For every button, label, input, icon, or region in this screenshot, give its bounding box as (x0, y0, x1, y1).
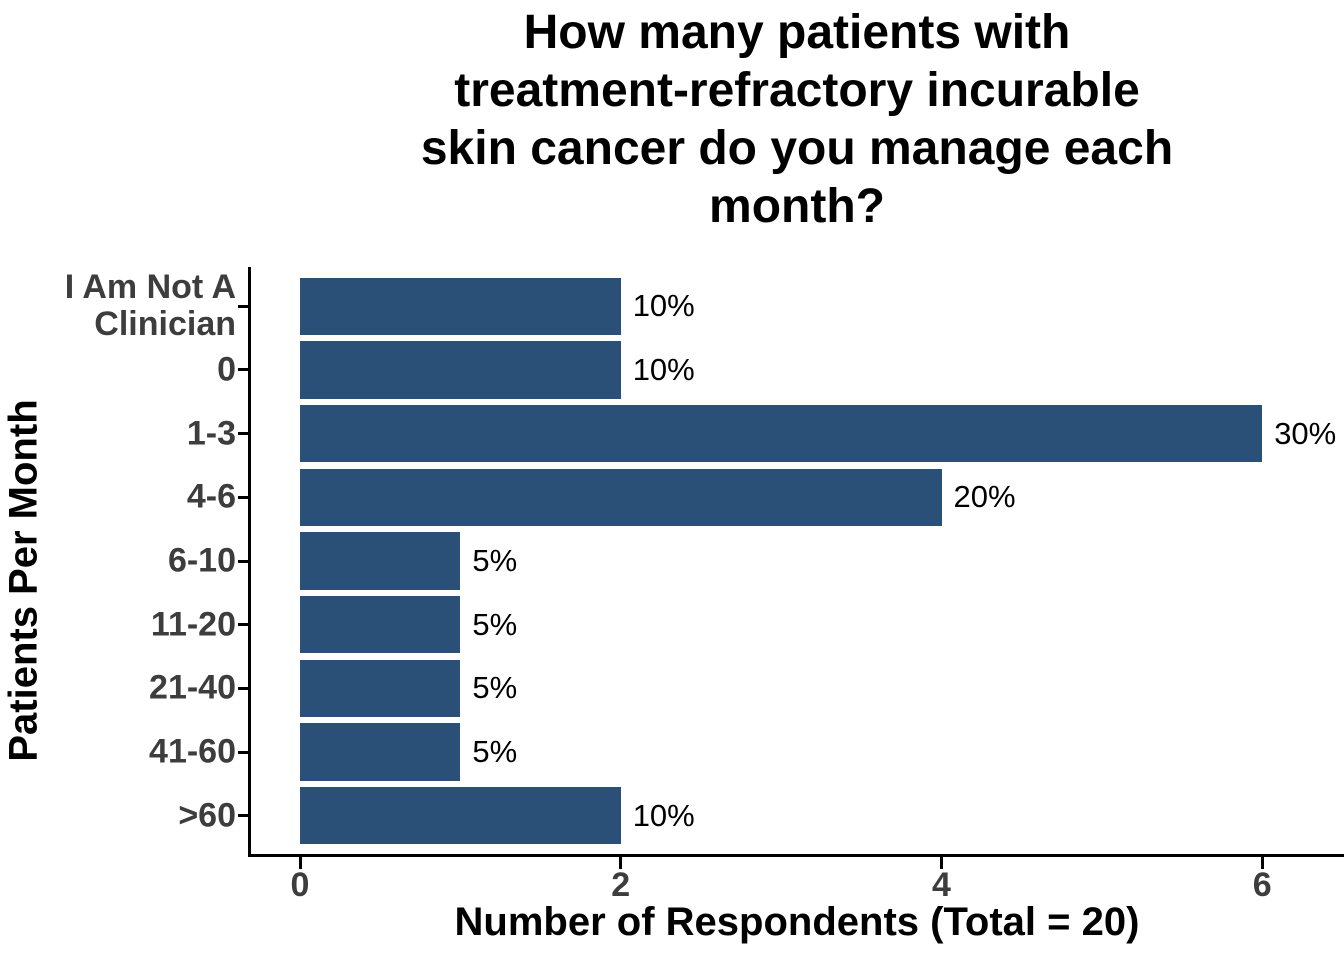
y-tick (238, 368, 250, 372)
bar (300, 723, 461, 781)
y-tick (238, 495, 250, 499)
bar (300, 277, 621, 335)
bar-value-label: 5% (472, 543, 518, 578)
x-tick (619, 856, 623, 869)
y-tick-label: I Am Not A Clinician (64, 268, 236, 344)
bar (300, 404, 1263, 463)
y-tick (238, 559, 250, 563)
bar (300, 341, 621, 399)
x-axis-line (248, 854, 1344, 857)
y-tick-label: 41-60 (149, 732, 236, 771)
y-tick-label: 6-10 (167, 541, 236, 580)
bar-value-label: 5% (472, 734, 518, 770)
bar (300, 787, 621, 845)
bar (300, 532, 461, 590)
x-tick (298, 856, 302, 869)
chart-title: How many patients with treatment-refract… (420, 6, 1174, 233)
y-tick (238, 814, 250, 818)
y-tick-label: 1-3 (186, 414, 236, 453)
y-tick (238, 304, 250, 308)
y-tick-label: 0 (217, 350, 236, 389)
bar-value-label: 5% (472, 670, 518, 706)
y-tick (238, 432, 250, 436)
bar-value-label: 20% (953, 479, 1016, 515)
bar (300, 468, 942, 526)
bar-value-label: 5% (472, 606, 518, 642)
y-tick (238, 623, 250, 627)
x-tick-label: 6 (1252, 866, 1272, 904)
x-tick-label: 4 (932, 866, 951, 904)
y-tick (238, 750, 250, 754)
bar-value-label: 10% (632, 351, 695, 387)
x-tick-label: 2 (611, 866, 631, 904)
x-tick (940, 856, 943, 869)
bar-value-label: 10% (632, 288, 695, 324)
x-tick-label: 0 (290, 866, 310, 904)
bar (300, 596, 461, 654)
y-tick-label: 11-20 (150, 605, 236, 644)
y-tick-label: 21-40 (149, 668, 236, 707)
y-tick-label: 4-6 (186, 477, 236, 516)
y-tick (238, 686, 250, 690)
x-axis-title: Number of Respondents (Total = 20) (454, 900, 1140, 944)
bar-value-label: 30% (1274, 415, 1337, 451)
y-tick-label: >60 (178, 796, 236, 835)
x-tick (1260, 856, 1264, 869)
bar-value-label: 10% (632, 797, 695, 833)
bar (300, 659, 461, 717)
